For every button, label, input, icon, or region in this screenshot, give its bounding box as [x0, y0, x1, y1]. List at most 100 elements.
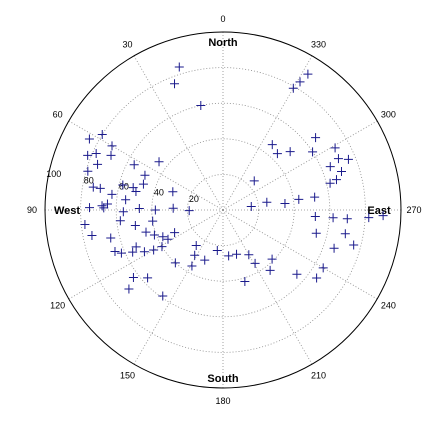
data-point — [311, 133, 321, 143]
data-point — [232, 249, 242, 259]
polar-grid — [45, 32, 401, 388]
data-point — [88, 182, 98, 192]
angular-grid-line — [222, 209, 313, 365]
data-point — [95, 183, 105, 193]
data-point — [163, 234, 173, 244]
data-point — [190, 250, 200, 260]
data-point — [139, 247, 149, 257]
data-point — [115, 216, 125, 226]
data-point — [262, 197, 272, 207]
radial-tick-label: 20 — [189, 194, 199, 204]
data-point — [240, 276, 250, 286]
angle-tick-label: 210 — [311, 370, 326, 380]
radial-grid-circle — [151, 138, 295, 282]
angle-tick-label: 240 — [381, 301, 396, 311]
data-point — [378, 211, 388, 221]
data-point — [272, 149, 282, 159]
data-point — [349, 240, 359, 250]
data-point — [106, 150, 116, 160]
data-point — [154, 157, 164, 167]
angular-grid-line — [68, 120, 224, 211]
data-point — [83, 150, 93, 160]
radial-grid-circle — [80, 67, 366, 353]
data-point — [85, 203, 95, 213]
data-point — [224, 251, 234, 261]
radial-tick-label: 100 — [46, 169, 61, 179]
data-point — [84, 134, 94, 144]
data-point — [310, 192, 320, 202]
data-point — [265, 265, 275, 275]
data-point — [99, 203, 109, 213]
compass-label-west: West — [54, 205, 80, 217]
radial-grid-circle — [115, 102, 331, 318]
angular-grid-line — [68, 209, 224, 300]
data-point — [170, 228, 180, 238]
compass-label-south: South — [207, 373, 238, 385]
data-point — [285, 147, 295, 157]
data-point — [340, 229, 350, 239]
data-point — [118, 207, 128, 217]
angular-grid-line — [222, 120, 378, 211]
data-point — [138, 179, 148, 189]
data-point — [131, 186, 141, 196]
radial-tick-label: 80 — [84, 175, 94, 185]
data-point — [174, 62, 184, 72]
radial-tick-label: 60 — [119, 181, 129, 191]
data-point — [170, 79, 180, 89]
data-point — [130, 220, 140, 230]
data-point — [295, 77, 305, 87]
angle-tick-label: 330 — [311, 40, 326, 50]
angle-tick-label: 180 — [215, 396, 230, 406]
angular-grid-line — [222, 55, 313, 211]
data-point — [93, 159, 103, 169]
data-point — [107, 141, 117, 151]
data-point — [187, 261, 197, 271]
data-point — [116, 248, 126, 258]
data-point — [267, 140, 277, 150]
angle-tick-label: 60 — [53, 110, 63, 120]
data-point — [308, 147, 318, 157]
angle-tick-label: 270 — [406, 205, 421, 215]
data-point — [80, 220, 90, 230]
data-point — [128, 272, 138, 282]
data-point — [212, 246, 222, 256]
data-point — [310, 211, 320, 221]
compass-label-east: East — [367, 205, 391, 217]
data-point — [244, 250, 254, 260]
data-point — [267, 254, 277, 264]
data-point — [150, 205, 160, 215]
data-point — [91, 149, 101, 159]
angle-tick-label: 30 — [122, 40, 132, 50]
data-point — [196, 101, 206, 111]
data-point — [131, 242, 141, 252]
angle-tick-label: 150 — [120, 370, 135, 380]
data-point — [140, 170, 150, 180]
angular-grid-line — [133, 55, 224, 211]
data-point — [246, 202, 256, 212]
data-point — [312, 273, 322, 283]
data-point — [158, 291, 168, 301]
data-point — [184, 206, 194, 216]
data-point — [294, 194, 304, 204]
data-point — [149, 230, 159, 240]
data-point — [97, 201, 107, 211]
data-point — [342, 214, 352, 224]
data-point — [110, 246, 120, 256]
data-point — [250, 258, 260, 268]
data-point — [129, 160, 139, 170]
data-point — [311, 228, 321, 238]
data-point — [124, 284, 134, 294]
data-point — [168, 203, 178, 213]
data-point — [337, 166, 347, 176]
compass-label-north: North — [208, 37, 238, 49]
data-point — [118, 180, 128, 190]
data-point — [157, 242, 167, 252]
compass-labels: North South West East — [54, 37, 391, 385]
data-point — [292, 269, 302, 279]
angle-tick-label: 120 — [50, 301, 65, 311]
radial-tick-labels: 20 40 60 80 100 — [46, 169, 199, 204]
data-point — [328, 213, 338, 223]
data-point — [141, 227, 151, 237]
data-point — [318, 263, 328, 273]
data-point — [170, 258, 180, 268]
